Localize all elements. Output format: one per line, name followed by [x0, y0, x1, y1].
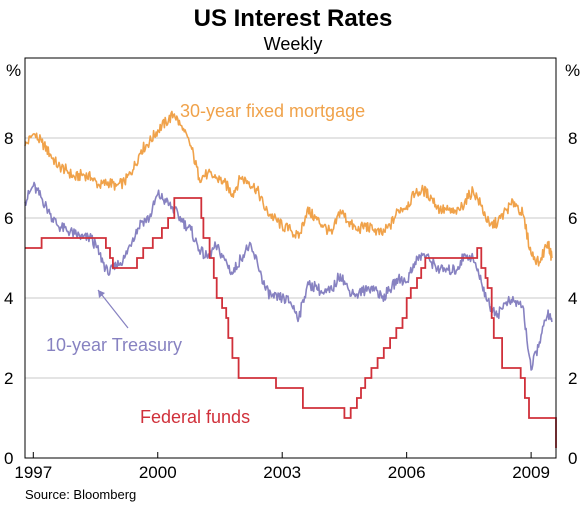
treasury-pointer-arrowhead — [98, 290, 105, 298]
y-unit-left: % — [6, 61, 21, 80]
y-tick-left-6: 6 — [4, 209, 13, 228]
label-treasury: 10-year Treasury — [46, 335, 182, 355]
x-tick-2009: 2009 — [512, 463, 550, 482]
grid — [25, 137, 556, 379]
x-tick-2006: 2006 — [388, 463, 426, 482]
series-line-federal-funds — [25, 197, 557, 448]
axis-labels: 0 0 2 2 4 4 6 6 8 8 1997 2000 2003 2006 2009 — [4, 129, 577, 482]
y-tick-right-4: 4 — [568, 289, 577, 308]
x-tick-1997: 1997 — [14, 463, 52, 482]
y-tick-left-8: 8 — [4, 129, 13, 148]
x-tick-2000: 2000 — [139, 463, 177, 482]
treasury-pointer-arrow — [97, 289, 129, 329]
source-note: Source: Bloomberg — [25, 487, 136, 502]
y-unit-right: % — [565, 61, 580, 80]
y-tick-right-6: 6 — [568, 209, 577, 228]
plot-frame — [24, 57, 557, 459]
y-tick-left-0: 0 — [4, 449, 13, 468]
x-tick-2003: 2003 — [263, 463, 301, 482]
label-fedfunds: Federal funds — [140, 407, 250, 427]
y-tick-right-8: 8 — [568, 129, 577, 148]
chart-subtitle: Weekly — [264, 34, 323, 54]
chart-title: US Interest Rates — [194, 5, 393, 32]
label-mortgage: 30-year fixed mortgage — [180, 101, 365, 121]
series-line-30-year-fixed-mortgage — [24, 110, 553, 267]
y-tick-left-2: 2 — [4, 369, 13, 388]
y-tick-left-4: 4 — [4, 289, 13, 308]
y-tick-right-0: 0 — [568, 449, 577, 468]
series-layer — [24, 110, 557, 448]
y-tick-right-2: 2 — [568, 369, 577, 388]
